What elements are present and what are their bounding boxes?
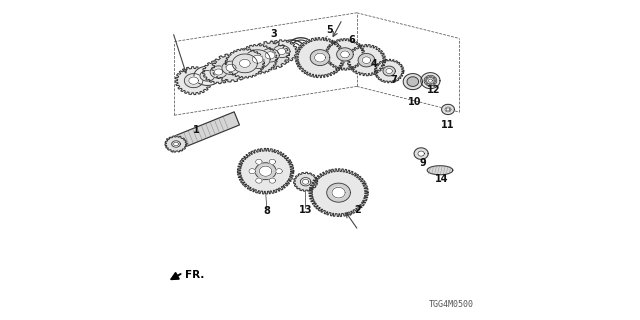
Polygon shape	[232, 54, 257, 73]
Circle shape	[435, 80, 436, 81]
Polygon shape	[173, 142, 179, 146]
Text: 6: 6	[348, 35, 355, 45]
Text: 8: 8	[264, 206, 271, 216]
Polygon shape	[239, 59, 250, 68]
Polygon shape	[294, 172, 317, 191]
Polygon shape	[386, 68, 392, 74]
Polygon shape	[429, 79, 433, 82]
Polygon shape	[421, 73, 440, 89]
Polygon shape	[277, 48, 286, 55]
Text: 7: 7	[390, 75, 397, 85]
Circle shape	[429, 84, 431, 85]
Polygon shape	[358, 53, 375, 67]
Polygon shape	[265, 52, 275, 59]
Polygon shape	[407, 77, 419, 86]
Polygon shape	[266, 40, 298, 63]
Text: 3: 3	[270, 28, 277, 39]
Polygon shape	[225, 49, 264, 78]
Text: TGG4M0500: TGG4M0500	[429, 300, 474, 309]
Polygon shape	[424, 76, 436, 86]
Polygon shape	[184, 74, 203, 88]
Polygon shape	[327, 183, 350, 202]
Polygon shape	[269, 178, 275, 183]
Polygon shape	[445, 107, 451, 112]
Polygon shape	[252, 55, 263, 63]
Polygon shape	[189, 77, 198, 84]
Polygon shape	[315, 53, 326, 62]
Polygon shape	[310, 50, 330, 66]
Circle shape	[425, 80, 426, 81]
Polygon shape	[332, 188, 345, 198]
Polygon shape	[222, 61, 240, 75]
Polygon shape	[251, 41, 289, 69]
Polygon shape	[442, 104, 454, 115]
Text: 11: 11	[441, 120, 455, 130]
Polygon shape	[295, 37, 345, 78]
Text: 2: 2	[355, 204, 361, 215]
Polygon shape	[165, 136, 187, 152]
Polygon shape	[237, 148, 294, 194]
Polygon shape	[214, 69, 223, 75]
Text: 12: 12	[427, 84, 440, 95]
Polygon shape	[362, 57, 371, 63]
Polygon shape	[210, 66, 227, 78]
Polygon shape	[303, 179, 308, 184]
Polygon shape	[255, 163, 276, 180]
Text: 14: 14	[435, 174, 449, 184]
Text: FR.: FR.	[185, 269, 204, 280]
Circle shape	[433, 83, 435, 84]
Text: 4: 4	[371, 59, 378, 69]
Polygon shape	[418, 151, 424, 156]
Polygon shape	[374, 59, 404, 83]
Polygon shape	[428, 166, 453, 175]
Polygon shape	[383, 66, 396, 76]
Polygon shape	[300, 178, 311, 186]
Polygon shape	[245, 50, 270, 68]
Polygon shape	[259, 166, 272, 176]
Polygon shape	[202, 60, 235, 84]
Text: 9: 9	[419, 158, 426, 168]
Polygon shape	[414, 148, 428, 159]
Polygon shape	[273, 45, 290, 58]
Polygon shape	[172, 141, 180, 147]
Polygon shape	[276, 169, 282, 174]
Polygon shape	[340, 51, 349, 58]
Text: 5: 5	[326, 25, 333, 36]
Polygon shape	[249, 169, 255, 174]
Circle shape	[429, 76, 431, 77]
Polygon shape	[309, 169, 368, 217]
Polygon shape	[446, 108, 450, 111]
Polygon shape	[325, 39, 365, 70]
Circle shape	[426, 77, 428, 78]
Polygon shape	[261, 49, 279, 62]
Polygon shape	[194, 66, 221, 85]
Polygon shape	[256, 178, 262, 183]
Polygon shape	[403, 74, 422, 90]
Circle shape	[426, 83, 428, 84]
Text: 1: 1	[193, 124, 200, 135]
Polygon shape	[347, 44, 386, 76]
Circle shape	[433, 77, 435, 78]
Polygon shape	[256, 159, 262, 164]
Polygon shape	[167, 112, 239, 152]
Polygon shape	[175, 67, 212, 95]
Polygon shape	[212, 54, 250, 82]
Polygon shape	[269, 159, 275, 164]
Text: 10: 10	[408, 97, 421, 108]
Polygon shape	[337, 48, 353, 61]
Polygon shape	[427, 77, 435, 84]
Text: 13: 13	[299, 204, 312, 215]
Polygon shape	[238, 44, 277, 74]
Polygon shape	[200, 71, 215, 81]
Polygon shape	[226, 64, 236, 71]
